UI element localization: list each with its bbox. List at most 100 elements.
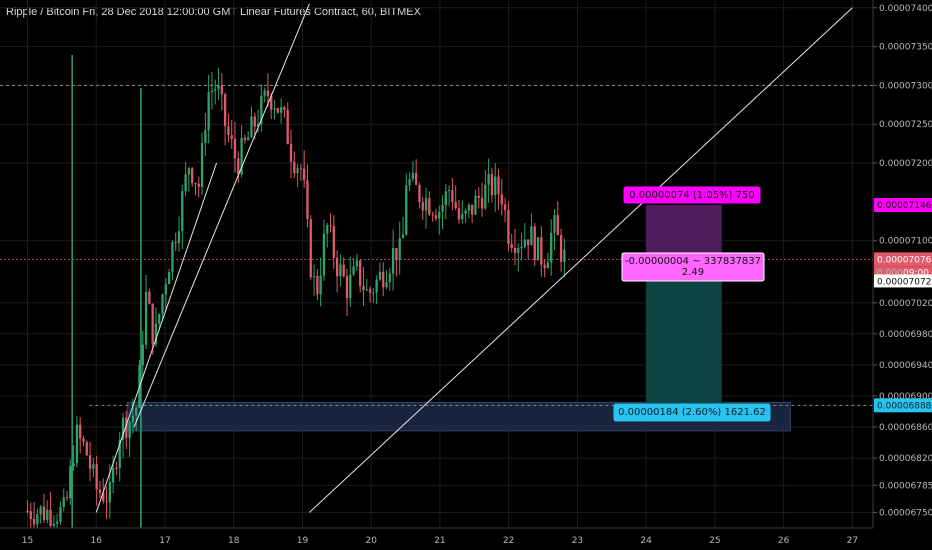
candle-body bbox=[286, 109, 289, 144]
candle-body bbox=[29, 511, 32, 520]
candle-body bbox=[329, 225, 332, 227]
candle-body bbox=[128, 421, 131, 438]
candle-body bbox=[487, 174, 490, 185]
candle-body bbox=[270, 96, 273, 110]
target-label-text: 0.00000074 (1.05%) 750 bbox=[629, 190, 754, 201]
candle-body bbox=[39, 506, 42, 515]
x-tick-label: 18 bbox=[228, 536, 240, 546]
candle-body bbox=[513, 247, 517, 254]
axis-entry-label: 0.00007072 bbox=[877, 277, 931, 287]
x-tick-label: 24 bbox=[640, 536, 652, 546]
candle-body bbox=[461, 213, 464, 220]
candle-body bbox=[65, 497, 69, 499]
candle-body bbox=[289, 143, 293, 162]
candle-body bbox=[154, 323, 158, 345]
candle-body bbox=[391, 248, 395, 274]
candle-body bbox=[88, 455, 92, 469]
candle-body bbox=[260, 95, 263, 125]
candle-body bbox=[111, 467, 115, 483]
candle-body bbox=[365, 289, 368, 291]
candle-body bbox=[121, 417, 125, 440]
candle-body bbox=[184, 174, 187, 192]
candle-body bbox=[204, 130, 207, 144]
candle-body bbox=[293, 161, 296, 174]
x-tick-label: 15 bbox=[22, 536, 33, 546]
candle-body bbox=[556, 215, 559, 236]
candle-body bbox=[32, 519, 36, 525]
candle-body bbox=[144, 291, 148, 345]
candle-body bbox=[151, 303, 154, 345]
candle-body bbox=[223, 94, 227, 127]
candle-body bbox=[362, 285, 365, 291]
candle-body bbox=[171, 242, 174, 273]
candle-body bbox=[447, 190, 451, 192]
candle-body bbox=[507, 209, 510, 245]
candle-body bbox=[243, 137, 247, 141]
trendline-1 bbox=[133, 3, 310, 428]
candle-body bbox=[345, 276, 349, 299]
candle-body bbox=[398, 238, 401, 261]
candle-body bbox=[52, 523, 55, 526]
axis-current-price-box bbox=[874, 252, 932, 267]
axis-target-label-box bbox=[874, 197, 932, 212]
x-tick-label: 17 bbox=[159, 536, 170, 546]
candle-body bbox=[276, 108, 279, 113]
candle-body bbox=[115, 467, 118, 469]
x-tick-label: 23 bbox=[572, 536, 583, 546]
candle-body bbox=[240, 137, 243, 175]
y-tick-label: 0.00006820 bbox=[879, 454, 932, 464]
axis-current-price: 0.00007076 bbox=[877, 255, 932, 265]
candle-body bbox=[523, 239, 527, 247]
candle-body bbox=[474, 195, 477, 215]
candle-body bbox=[263, 90, 266, 96]
candle-body bbox=[167, 272, 171, 285]
candle-body bbox=[135, 407, 138, 416]
entry-label-text: 2.49 bbox=[682, 267, 704, 278]
y-tick-label: 0.00007100 bbox=[879, 237, 932, 247]
y-tick-label: 0.00006750 bbox=[879, 508, 932, 518]
candle-body bbox=[375, 279, 378, 293]
candle-body bbox=[484, 184, 487, 209]
candle-body bbox=[59, 506, 62, 522]
candle-body bbox=[395, 248, 398, 261]
candle-body bbox=[457, 208, 461, 220]
candle-body bbox=[372, 292, 375, 294]
candle-body bbox=[256, 124, 260, 127]
candle-body bbox=[415, 172, 418, 185]
candle-body bbox=[540, 237, 543, 265]
candle-body bbox=[382, 271, 385, 288]
candle-body bbox=[467, 204, 471, 211]
candle-body bbox=[181, 191, 184, 232]
candle-body bbox=[250, 116, 253, 138]
candle-body bbox=[85, 441, 88, 456]
candle-body bbox=[306, 180, 309, 220]
y-tick-label: 0.00007350 bbox=[879, 43, 932, 53]
candle-body bbox=[421, 202, 424, 211]
candle-body bbox=[543, 264, 546, 269]
candle-body bbox=[517, 247, 520, 254]
candle-body bbox=[553, 215, 556, 233]
entry-label-box bbox=[621, 252, 765, 282]
candle-body bbox=[220, 85, 223, 95]
candle-body bbox=[42, 506, 46, 520]
candle-body bbox=[102, 492, 105, 502]
candle-body bbox=[342, 264, 345, 277]
candle-body bbox=[441, 205, 444, 212]
candle-body bbox=[207, 92, 210, 131]
candle-body bbox=[49, 509, 52, 526]
candle-body bbox=[312, 275, 316, 278]
candle-body bbox=[503, 204, 507, 210]
y-tick-label: 0.00006980 bbox=[879, 330, 932, 340]
candle-body bbox=[177, 231, 181, 244]
candle-body bbox=[230, 135, 233, 139]
candle-body bbox=[411, 172, 415, 180]
candle-body bbox=[471, 204, 474, 215]
candle-body bbox=[227, 126, 230, 136]
axis-entry-box bbox=[874, 274, 932, 288]
x-tick-label: 26 bbox=[778, 536, 790, 546]
candle-body bbox=[424, 198, 428, 211]
x-tick-label: 27 bbox=[847, 536, 858, 546]
candle-body bbox=[533, 226, 536, 261]
candle-body bbox=[69, 466, 72, 499]
